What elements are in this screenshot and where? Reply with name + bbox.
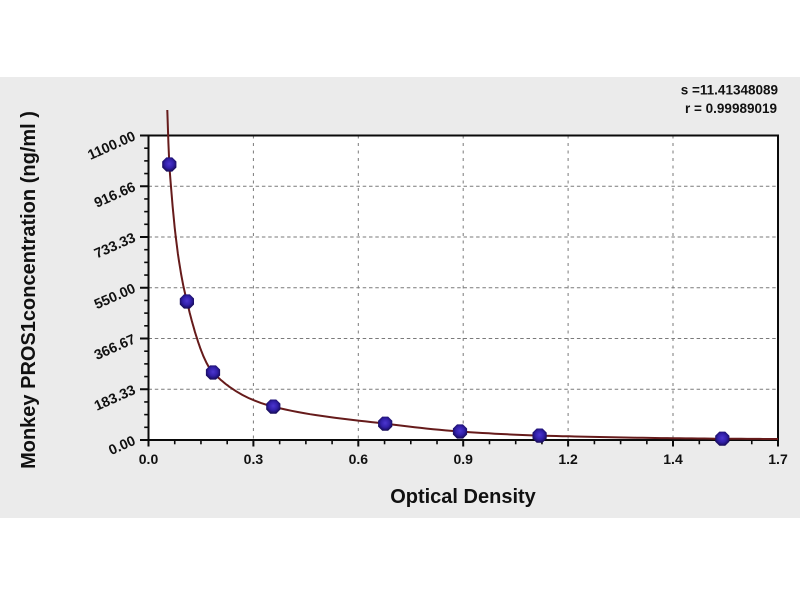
svg-text:1.7: 1.7 — [768, 451, 788, 467]
svg-text:r = 0.99989019: r = 0.99989019 — [685, 101, 777, 116]
svg-text:1.4: 1.4 — [663, 451, 683, 467]
svg-text:s =11.41348089: s =11.41348089 — [681, 83, 778, 98]
svg-text:0.3: 0.3 — [244, 451, 264, 467]
svg-text:1.2: 1.2 — [558, 451, 578, 467]
svg-text:0.0: 0.0 — [139, 451, 159, 467]
svg-text:Optical Density: Optical Density — [390, 486, 536, 508]
svg-text:0.9: 0.9 — [453, 451, 473, 467]
svg-text:Monkey PROS1concentration (ng/: Monkey PROS1concentration (ng/ml ) — [18, 111, 40, 469]
svg-text:0.6: 0.6 — [349, 451, 369, 467]
